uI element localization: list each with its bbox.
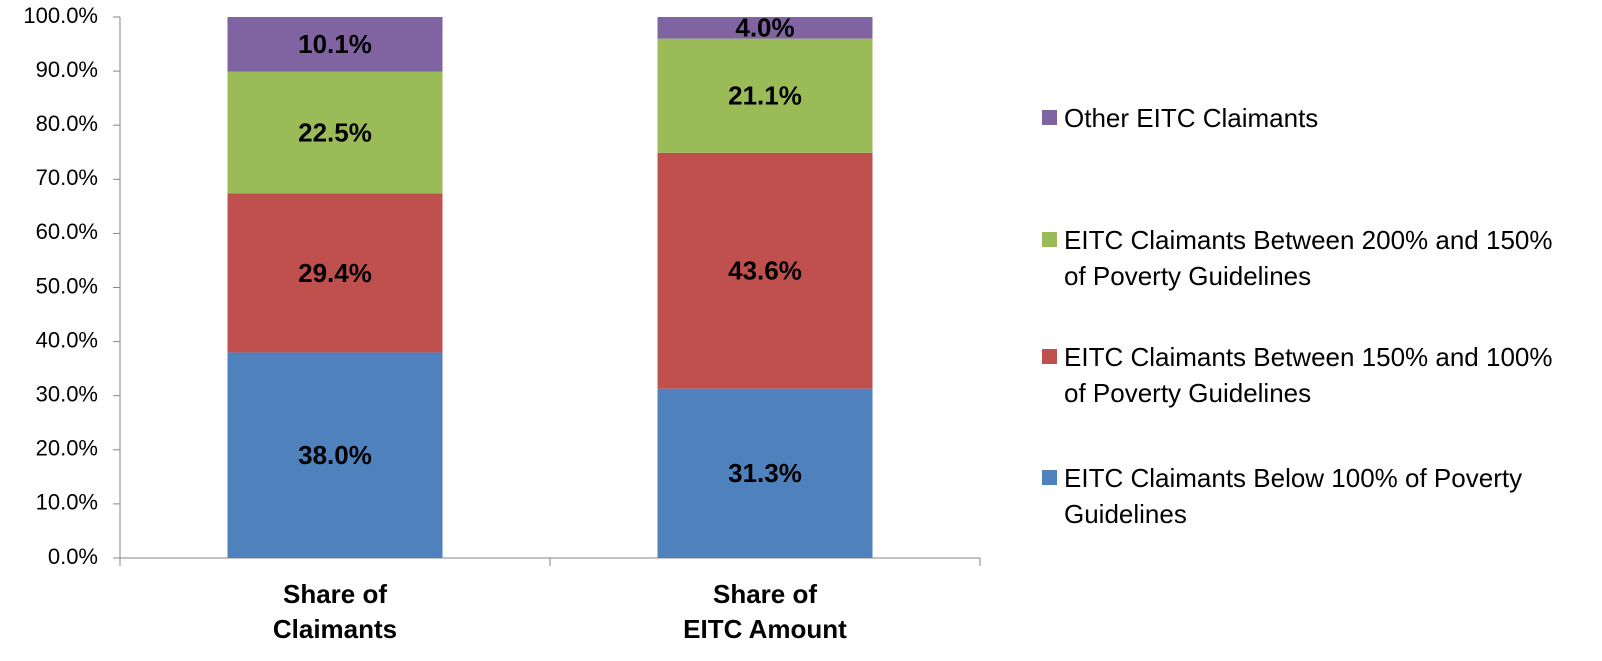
y-tick-label: 90.0% — [36, 57, 98, 82]
legend-item: EITC Claimants Between 200% and 150% of … — [1042, 222, 1564, 294]
y-tick-label: 0.0% — [48, 544, 98, 569]
y-tick-label: 80.0% — [36, 111, 98, 136]
legend-item: Other EITC Claimants — [1042, 100, 1564, 136]
data-label: 31.3% — [728, 458, 802, 488]
y-tick-label: 70.0% — [36, 165, 98, 190]
legend-label: EITC Claimants Below 100% of Poverty Gui… — [1064, 463, 1523, 529]
y-tick-label: 100.0% — [23, 3, 98, 28]
data-label: 43.6% — [728, 256, 802, 286]
bar-segment — [227, 352, 443, 558]
legend-swatch — [1042, 232, 1057, 247]
x-tick-label: Share of EITC Amount — [683, 579, 847, 644]
y-tick-label: 60.0% — [36, 219, 98, 244]
data-label: 22.5% — [298, 117, 372, 147]
y-tick-label: 10.0% — [36, 490, 98, 515]
data-label: 21.1% — [728, 81, 802, 111]
bar-segment — [227, 71, 443, 194]
y-tick-label: 20.0% — [36, 436, 98, 461]
data-label: 38.0% — [298, 440, 372, 470]
bar-segment — [657, 152, 873, 389]
data-label: 10.1% — [298, 29, 372, 59]
y-tick-label: 50.0% — [36, 273, 98, 298]
legend-label: EITC Claimants Between 150% and 100% of … — [1064, 342, 1553, 408]
legend-swatch — [1042, 470, 1057, 485]
x-tick-label: Share of Claimants — [272, 579, 398, 644]
bar-segment — [657, 38, 873, 153]
data-label: 29.4% — [298, 258, 372, 288]
bar-segment — [227, 17, 443, 72]
bar-segment — [657, 17, 873, 39]
legend-swatch — [1042, 110, 1057, 125]
bar-segment — [227, 193, 443, 353]
data-label: 4.0% — [735, 13, 794, 43]
legend-item: EITC Claimants Between 150% and 100% of … — [1042, 339, 1564, 411]
legend-swatch — [1042, 349, 1057, 364]
bar-segment — [657, 388, 873, 558]
legend-label: EITC Claimants Between 200% and 150% of … — [1064, 225, 1553, 291]
y-tick-label: 30.0% — [36, 382, 98, 407]
legend-item: EITC Claimants Below 100% of Poverty Gui… — [1042, 460, 1564, 532]
legend-label: Other EITC Claimants — [1064, 103, 1319, 133]
y-tick-label: 40.0% — [36, 327, 98, 352]
